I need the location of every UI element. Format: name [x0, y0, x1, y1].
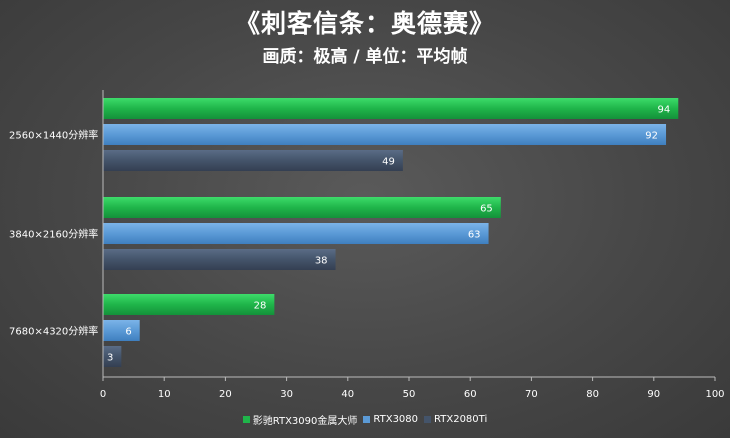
bar-3-3 — [103, 346, 122, 367]
x-tick-label: 90 — [647, 389, 660, 400]
chart-subtitle: 画质：极高 / 单位：平均帧 — [262, 47, 468, 67]
x-tick-label: 100 — [705, 389, 724, 400]
bar-2-1 — [103, 197, 501, 218]
x-tick-label: 50 — [403, 389, 416, 400]
legend-item: 影驰RTX3090金属大师 — [242, 412, 358, 427]
bar-1-2 — [103, 124, 667, 145]
bar-value-label: 49 — [382, 157, 395, 168]
bar-1-1 — [103, 98, 679, 119]
x-tick-label: 40 — [341, 389, 354, 400]
x-tick-label: 80 — [586, 389, 599, 400]
bar-1-3 — [103, 150, 403, 171]
bar-3-1 — [103, 294, 275, 315]
legend-label: RTX3080 — [373, 414, 419, 425]
legend-swatch — [363, 416, 371, 423]
legend-swatch — [424, 416, 432, 423]
bar-value-label: 3 — [107, 353, 113, 364]
x-tick-label: 30 — [280, 389, 293, 400]
x-tick-label: 10 — [158, 389, 171, 400]
x-tick-label: 70 — [525, 389, 538, 400]
bar-3-2 — [103, 320, 140, 341]
bar-value-label: 94 — [658, 105, 671, 116]
legend-swatch — [242, 416, 250, 423]
legend-label: RTX2080Ti — [434, 414, 488, 425]
category-label: 2560×1440分辨率 — [9, 129, 98, 142]
bar-2-2 — [103, 223, 489, 244]
x-tick-label: 60 — [464, 389, 477, 400]
category-label: 3840×2160分辨率 — [9, 228, 98, 241]
chart-title: 《刺客信条：奥德赛》 — [234, 9, 495, 38]
category-label: 7680×4320分辨率 — [9, 325, 98, 338]
bar-value-label: 6 — [125, 327, 131, 338]
legend-item: RTX2080Ti — [424, 412, 487, 427]
bar-value-label: 63 — [468, 230, 481, 241]
x-tick-label: 0 — [100, 389, 106, 400]
chart-legend: 影驰RTX3090金属大师 RTX3080 RTX2080Ti — [0, 412, 730, 427]
legend-item: RTX3080 — [363, 412, 418, 427]
x-tick-label: 20 — [219, 389, 232, 400]
bar-value-label: 65 — [480, 204, 493, 215]
bar-value-label: 38 — [315, 256, 328, 267]
bar-value-label: 92 — [645, 131, 658, 142]
bar-2-3 — [103, 249, 336, 270]
legend-label: 影驰RTX3090金属大师 — [252, 416, 358, 427]
bar-value-label: 28 — [254, 301, 267, 312]
